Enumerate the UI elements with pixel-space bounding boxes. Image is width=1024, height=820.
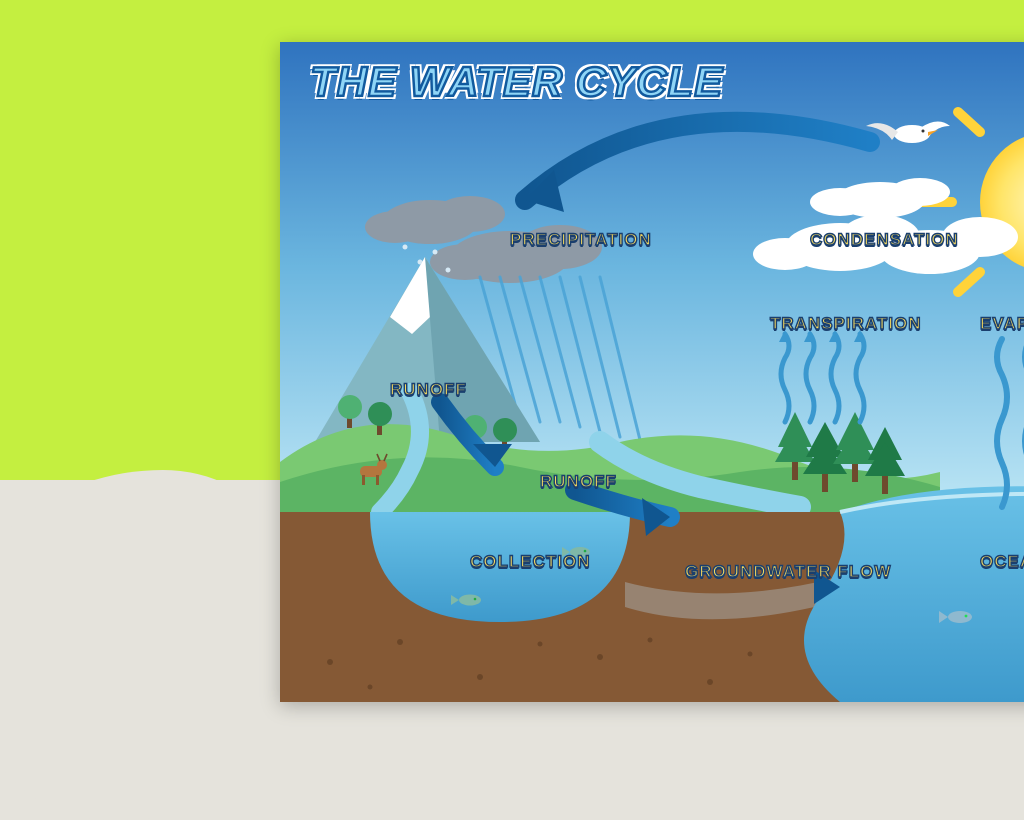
label-runoff-lower: RUNOFF xyxy=(540,472,617,492)
label-precipitation: PRECIPITATION xyxy=(510,230,652,250)
label-groundwater: GROUNDWATER FLOW xyxy=(685,562,891,582)
label-ocean: OCEAN xyxy=(980,552,1024,572)
label-transpiration: TRANSPIRATION xyxy=(770,314,922,334)
label-condensation: CONDENSATION xyxy=(810,230,959,250)
label-evaporation: EVAPORATION xyxy=(980,314,1024,334)
label-runoff-upper: RUNOFF xyxy=(390,380,467,400)
poster-title: THE WATER CYCLE xyxy=(310,58,723,106)
poster-svg xyxy=(280,42,1024,702)
label-collection: COLLECTION xyxy=(470,552,591,572)
water-cycle-poster: THE WATER CYCLE PRECIPITATION CONDENSATI… xyxy=(280,42,1024,702)
